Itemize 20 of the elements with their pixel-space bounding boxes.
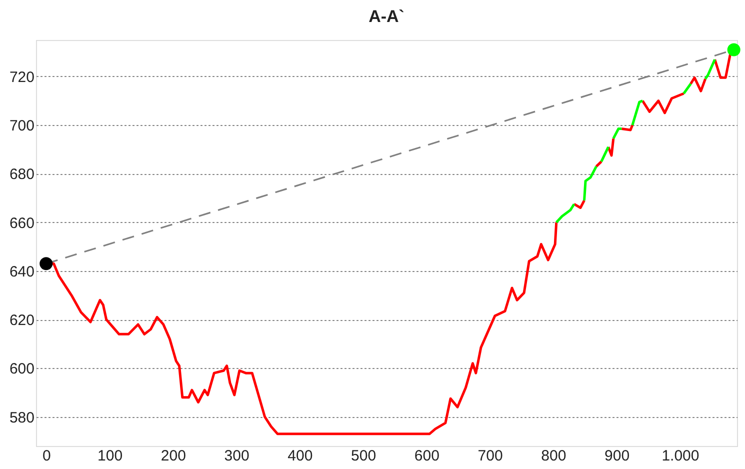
y-tick-label: 620: [9, 312, 34, 330]
x-tick-label: 900: [604, 448, 630, 464]
y-tick-label: 680: [9, 166, 34, 184]
x-tick-label: 700: [478, 448, 503, 464]
y-tick-label: 660: [9, 214, 34, 232]
x-tick-label: 100: [98, 448, 123, 464]
chart-title: A-A`: [368, 7, 404, 26]
y-tick-label: 720: [9, 68, 34, 86]
x-tick-label: 400: [288, 448, 313, 464]
y-tick-label: 600: [9, 360, 34, 378]
x-tick-label: 500: [351, 448, 376, 464]
x-tick-label: 600: [414, 448, 440, 464]
x-tick-label: 0: [42, 448, 51, 464]
y-tick-label: 580: [9, 409, 34, 426]
y-tick-label: 640: [9, 263, 34, 280]
y-tick-label: 700: [9, 118, 34, 135]
x-tick-label: 1.000: [662, 448, 700, 464]
x-tick-label: 800: [541, 448, 566, 464]
x-tick-label: 300: [224, 448, 250, 464]
x-tick-label: 200: [160, 448, 186, 464]
